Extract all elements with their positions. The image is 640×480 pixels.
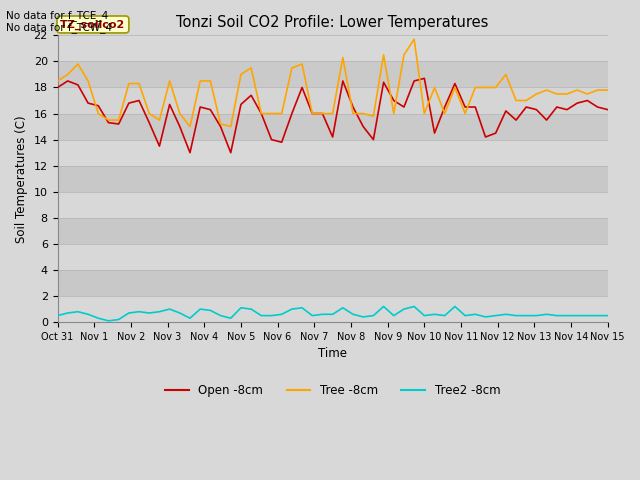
Title: Tonzi Soil CO2 Profile: Lower Temperatures: Tonzi Soil CO2 Profile: Lower Temperatur… [177,15,489,30]
Bar [58,61,608,87]
Text: No data for f_TCE_4
No data for f_TCW_4: No data for f_TCE_4 No data for f_TCW_4 [6,10,113,33]
Y-axis label: Soil Temperatures (C): Soil Temperatures (C) [15,115,28,242]
Bar [58,218,608,244]
Bar [58,166,608,192]
Bar [58,296,608,322]
Legend: Open -8cm, Tree -8cm, Tree2 -8cm: Open -8cm, Tree -8cm, Tree2 -8cm [161,380,505,402]
Bar [58,244,608,270]
X-axis label: Time: Time [318,348,347,360]
Text: TZ_soilco2: TZ_soilco2 [60,19,125,30]
Bar [58,192,608,218]
Bar [58,87,608,114]
Bar [58,270,608,296]
Bar [58,36,608,61]
Bar [58,61,608,140]
Bar [58,140,608,166]
Bar [58,114,608,140]
